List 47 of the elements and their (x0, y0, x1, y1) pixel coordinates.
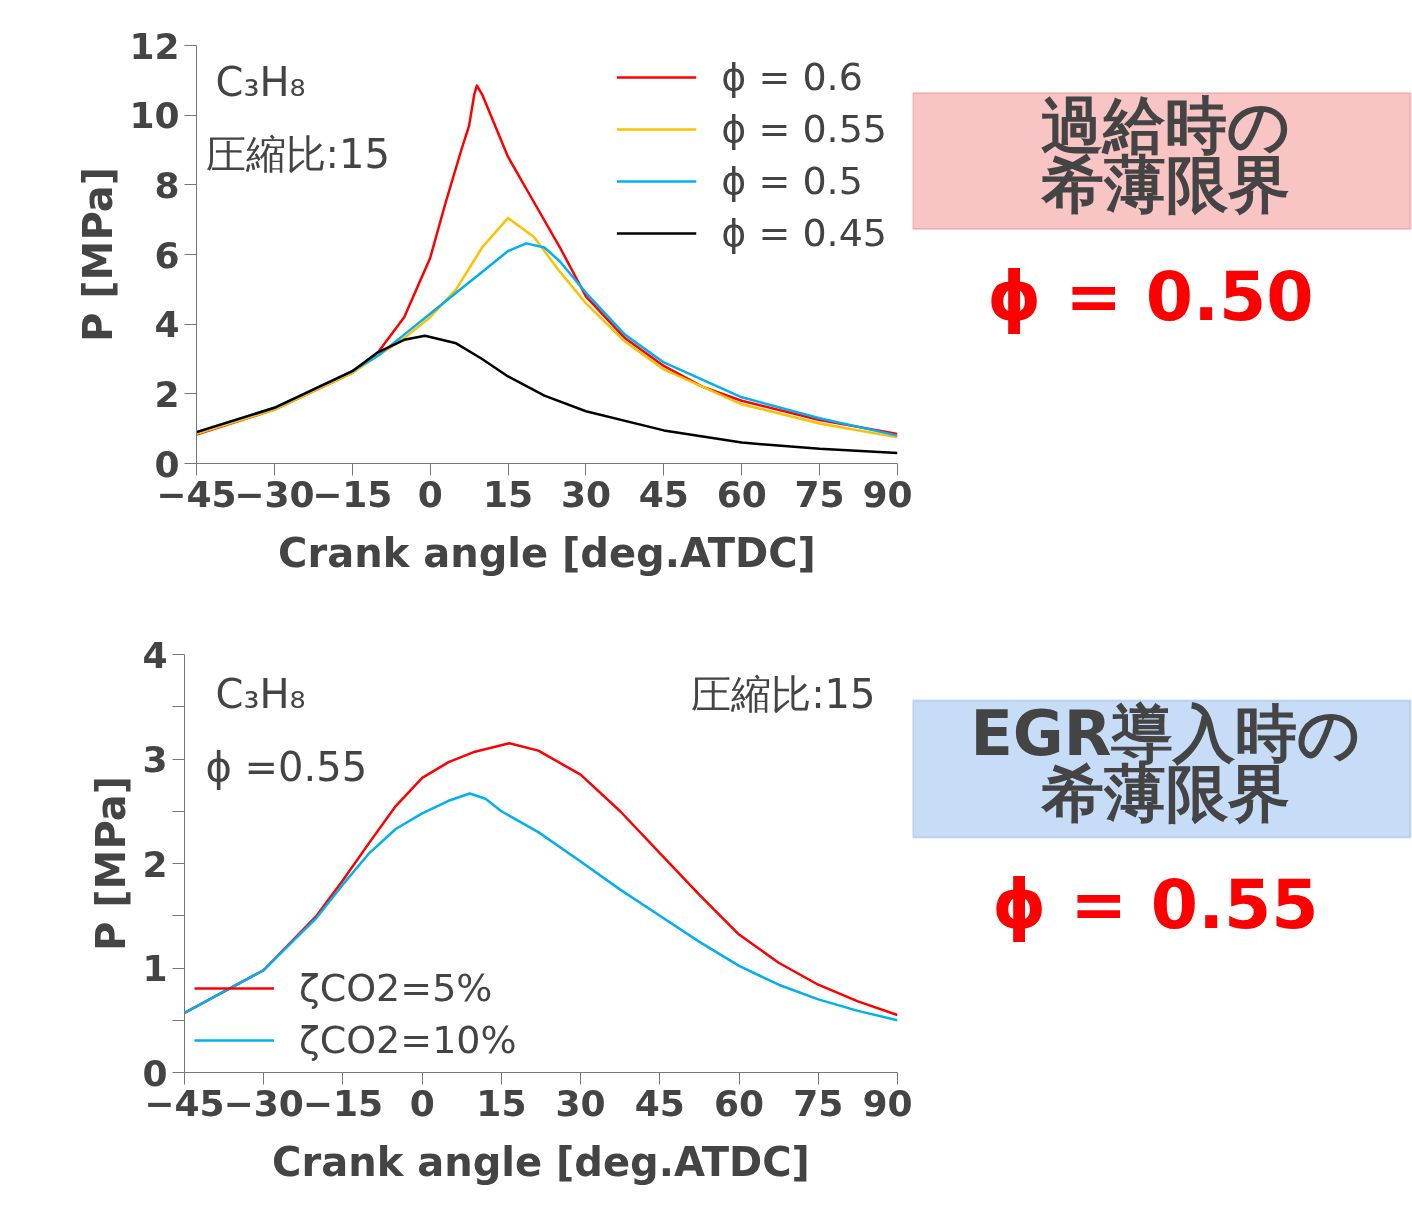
y-tick-label: 8 (154, 164, 180, 206)
x-tick-label: 30 (555, 1082, 606, 1124)
x-tick-label: 60 (716, 473, 767, 515)
x-tick-label: 0 (409, 1082, 435, 1124)
x-tick-label: −30 (223, 1082, 304, 1124)
annotation: 圧縮比:15 (691, 670, 876, 717)
annotation: C₃H₈ (215, 58, 306, 105)
x-tick-label: 75 (794, 473, 845, 515)
y-tick-label: 3 (142, 739, 168, 780)
y-tick-label: 2 (154, 373, 180, 415)
x-tick-label: 90 (862, 1082, 913, 1124)
x-tick-label: −15 (312, 473, 393, 515)
annotation: ϕ =0.55 (205, 743, 368, 790)
x-tick-label: 15 (483, 473, 534, 515)
legend-label: ϕ = 0.5 (721, 159, 863, 203)
x-tick-label: −15 (302, 1082, 384, 1124)
y-tick-label: 1 (142, 948, 168, 989)
x-tick-label: 60 (714, 1082, 765, 1124)
x-tick-label: 45 (634, 1082, 685, 1124)
text: ϕ = 0.50 (987, 257, 1314, 337)
x-tick-label: 45 (638, 473, 689, 515)
annotation: C₃H₈ (215, 670, 306, 717)
legend-label: ϕ = 0.45 (721, 211, 887, 255)
y-tick-label: 10 (129, 95, 180, 137)
x-axis-title: Crank angle [deg.ATDC] (272, 1138, 810, 1185)
line-series (196, 334, 898, 455)
line-series (184, 792, 898, 1022)
annotation: 圧縮比:15 (205, 130, 390, 177)
legend-label: ϕ = 0.55 (721, 107, 887, 151)
x-axis-title: Crank angle [deg.ATDC] (278, 529, 816, 576)
y-tick-label: 4 (142, 634, 168, 676)
x-tick-label: 0 (417, 473, 443, 515)
legend-label: ζCO2=5% (299, 966, 493, 1010)
y-tick-label: 2 (142, 843, 168, 885)
y-axis-title: P [MPa] (75, 167, 122, 342)
text: ϕ = 0.55 (992, 865, 1319, 945)
x-tick-label: 30 (560, 473, 612, 515)
x-tick-label: 75 (793, 1082, 844, 1124)
x-tick-label: −30 (234, 473, 315, 515)
x-tick-label: 15 (476, 1082, 527, 1124)
x-tick-label: 90 (862, 473, 913, 515)
legend-label: ϕ = 0.6 (721, 55, 863, 99)
y-tick-label: 6 (154, 234, 180, 276)
y-tick-label: 4 (154, 304, 180, 346)
y-tick-label: 12 (129, 25, 180, 67)
y-axis-title: P [MPa] (88, 776, 135, 951)
legend-label: ζCO2=10% (299, 1018, 517, 1062)
